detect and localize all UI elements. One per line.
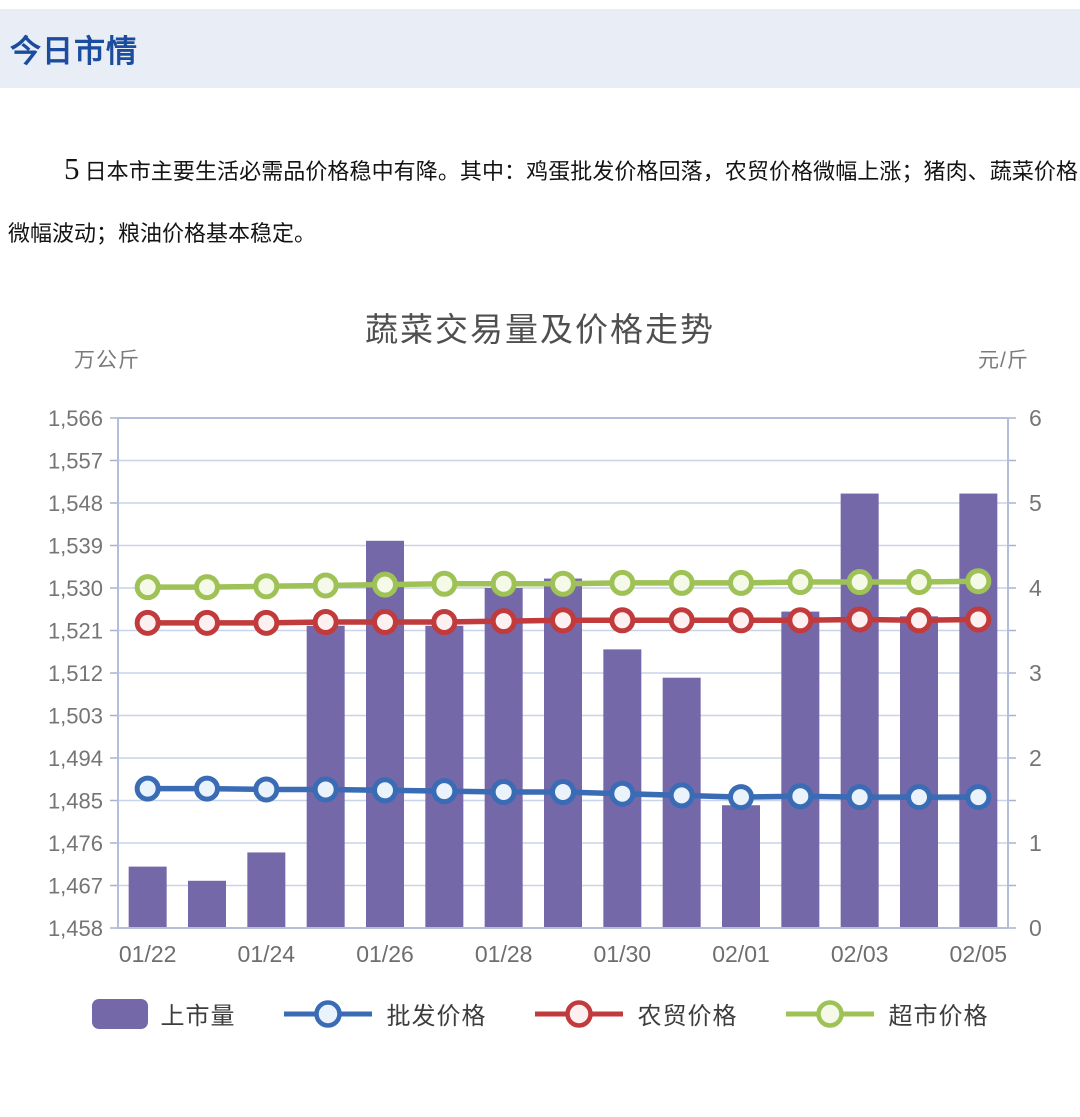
svg-text:01/24: 01/24 xyxy=(238,941,296,967)
farmers-line-marker-icon xyxy=(534,999,623,1028)
volume-bar-swatch xyxy=(91,998,148,1029)
svg-text:1: 1 xyxy=(1029,830,1042,856)
summary-text: 日本市主要生活必需品价格稳中有降。其中：鸡蛋批发价格回落，农贸价格微幅上涨；猪肉… xyxy=(8,159,1078,246)
svg-text:5: 5 xyxy=(1029,490,1042,516)
svg-text:01/28: 01/28 xyxy=(475,941,533,967)
bar-series xyxy=(128,493,998,928)
wholesale-line-marker-icon xyxy=(283,999,372,1028)
svg-text:1,458: 1,458 xyxy=(48,916,103,941)
svg-text:1,530: 1,530 xyxy=(48,576,103,601)
plot-frame xyxy=(117,417,1009,929)
line-series-0 xyxy=(134,775,992,811)
svg-text:1,512: 1,512 xyxy=(48,661,103,686)
section-header-bar: 今日市情 xyxy=(0,9,1080,88)
line-series-2 xyxy=(134,568,992,601)
svg-text:1,548: 1,548 xyxy=(48,491,103,516)
right-axis-unit-label: 元/斤 xyxy=(978,349,1029,372)
svg-text:4: 4 xyxy=(1029,575,1042,601)
chart-title: 蔬菜交易量及价格走势 xyxy=(365,311,715,348)
market-summary-paragraph: 5 日本市主要生活必需品价格稳中有降。其中：鸡蛋批发价格回落，农贸价格微幅上涨；猪… xyxy=(8,138,1078,265)
chart-legend: 上市量 批发价格 农贸价格 超市价格 xyxy=(0,996,1080,1031)
legend-item-farmers-price: 农贸价格 xyxy=(533,996,738,1031)
legend-item-volume: 上市量 xyxy=(91,996,236,1031)
legend-item-supermarket-price: 超市价格 xyxy=(784,996,989,1031)
legend-label-farmers: 农贸价格 xyxy=(637,1003,738,1030)
svg-text:6: 6 xyxy=(1029,405,1042,431)
svg-text:1,467: 1,467 xyxy=(48,874,103,899)
legend-label-supermarket: 超市价格 xyxy=(888,1003,989,1030)
supermarket-line-marker-icon xyxy=(785,999,874,1028)
axis-labels: 1,566 1,557 1,548 1,539 1,530 1,521 1,512 1,503… xyxy=(48,405,1042,967)
legend-item-wholesale-price: 批发价格 xyxy=(282,996,487,1031)
svg-text:1,476: 1,476 xyxy=(48,831,103,856)
svg-text:1,485: 1,485 xyxy=(48,789,103,814)
line-series-1 xyxy=(134,606,992,636)
svg-text:1,557: 1,557 xyxy=(48,449,103,474)
svg-text:1,521: 1,521 xyxy=(48,619,103,644)
svg-text:01/26: 01/26 xyxy=(356,941,414,967)
svg-text:1,566: 1,566 xyxy=(48,406,103,431)
svg-text:02/01: 02/01 xyxy=(712,941,770,967)
legend-label-volume: 上市量 xyxy=(160,1003,236,1030)
svg-text:3: 3 xyxy=(1029,660,1042,686)
svg-text:02/05: 02/05 xyxy=(950,941,1008,967)
svg-text:2: 2 xyxy=(1029,745,1042,771)
svg-text:0: 0 xyxy=(1029,915,1042,941)
svg-text:02/03: 02/03 xyxy=(831,941,889,967)
axis-ticks xyxy=(110,417,1016,929)
section-title: 今日市情 xyxy=(10,34,138,69)
svg-text:1,503: 1,503 xyxy=(48,704,103,729)
left-axis-unit-label: 万公斤 xyxy=(74,349,140,372)
svg-text:1,539: 1,539 xyxy=(48,534,103,559)
svg-text:01/22: 01/22 xyxy=(119,941,177,967)
svg-text:1,494: 1,494 xyxy=(48,746,103,771)
combo-chart-svg: 1,566 1,557 1,548 1,539 1,530 1,521 1,512 1,503… xyxy=(48,405,1042,967)
svg-text:01/30: 01/30 xyxy=(594,941,652,967)
day-number: 5 xyxy=(64,151,80,186)
legend-label-wholesale: 批发价格 xyxy=(386,1003,487,1030)
